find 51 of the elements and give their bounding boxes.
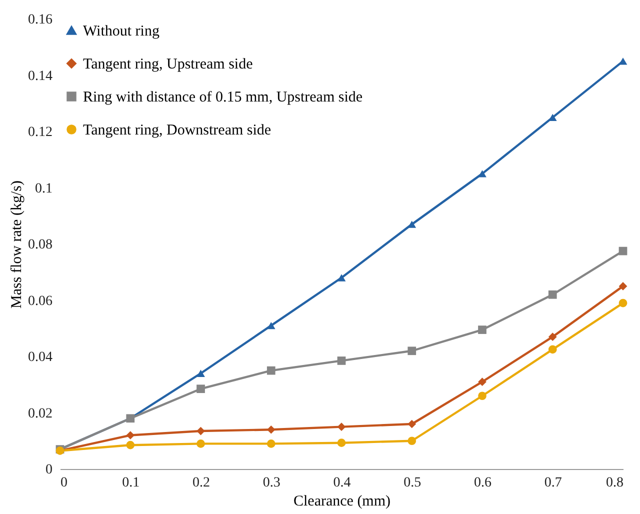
y-tick-label: 0.12 [28,125,52,140]
y-tick-label: 0.02 [28,406,52,422]
x-tick-label: 0.1 [122,476,140,490]
y-tick-label: 0.1 [35,181,52,196]
legend-label: Without ring [83,24,160,40]
point [266,440,276,448]
point [266,425,276,434]
point [196,426,205,436]
point [618,298,628,308]
y-tick-label: 0.04 [28,350,52,365]
point [478,392,486,400]
point [618,246,628,256]
point [408,420,416,428]
point [196,384,205,394]
point [478,326,486,334]
point [548,332,557,341]
point [548,290,557,299]
x-axis-title: Clearance (mm) [293,494,391,510]
x-tick-label: 0.3 [262,476,280,490]
legend-label: Tangent ring, Downstream side [83,122,272,138]
x-tick-label: 0.7 [544,476,562,490]
legend-label: Ring with distance of 0.15 mm, Upstream side [83,90,363,106]
point [126,431,135,440]
point [337,356,346,365]
point [478,170,486,178]
point [266,366,276,375]
point [337,422,346,431]
point [408,436,416,446]
x-tick-label: 0 [60,476,68,490]
point [408,346,416,356]
x-tick-label: 0.2 [192,476,210,490]
point [478,378,486,386]
point [337,274,346,282]
point [337,438,346,448]
y-tick-label: 0.08 [28,238,52,252]
y-tick-label: 0 [46,462,52,478]
point [196,440,205,448]
x-tick-label: 0.5 [404,476,422,490]
legend-label: Tangent ring, Upstream side [83,56,254,72]
point [266,322,276,330]
point [196,370,205,377]
x-tick-label: 0.4 [333,476,351,490]
y-tick-label: 0.06 [28,294,52,309]
point [126,440,135,450]
y-tick-label: 0.14 [28,68,52,84]
point [548,345,557,354]
y-tick-label: 0.16 [28,12,52,28]
point [618,282,628,290]
y-axis-title: Mass flow rate (kg/s) [9,180,25,308]
x-tick-label: 0.8 [606,476,624,490]
x-tick-label: 0.6 [474,476,492,490]
